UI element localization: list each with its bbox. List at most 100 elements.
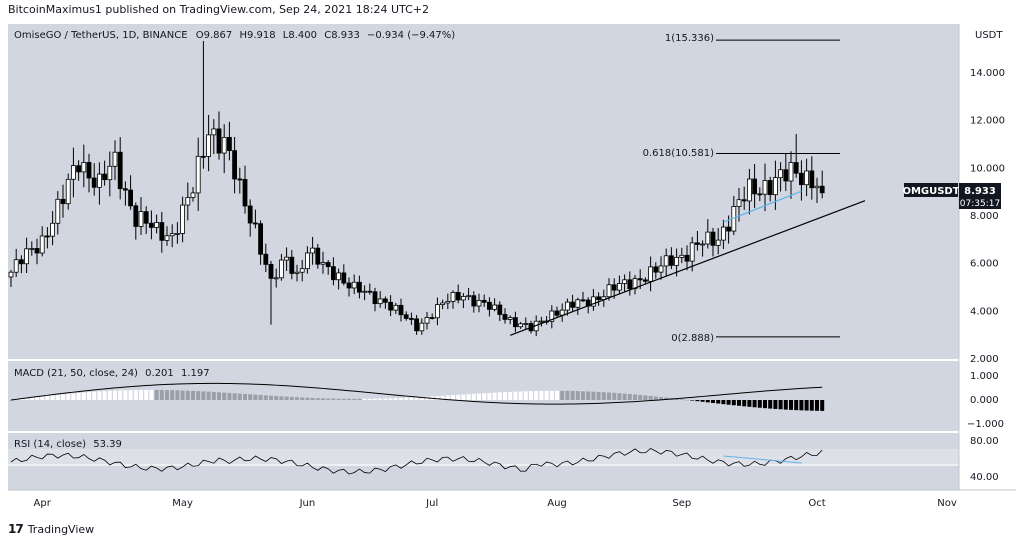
tradingview-logo[interactable]: 17 TradingView xyxy=(8,521,94,537)
macd-bar xyxy=(201,391,206,400)
candle-body xyxy=(278,259,284,279)
candle-body xyxy=(773,177,778,196)
y-tick-label: 2.000 xyxy=(970,354,999,365)
price-tag-value-bg xyxy=(959,183,1001,209)
candle-body xyxy=(393,304,399,311)
chart-frame[interactable]: 14.000 12.000 10.000 8.000 6.000 4.000 2.000 A… xyxy=(8,24,1016,512)
macd-bar xyxy=(789,400,793,410)
macd-bar xyxy=(180,390,185,400)
macd-bar xyxy=(638,394,643,400)
candle-body xyxy=(814,185,820,189)
macd-bar xyxy=(196,391,201,400)
candle-body xyxy=(632,278,638,290)
macd-bar xyxy=(118,390,123,400)
y-tick-label: 8.000 xyxy=(970,211,999,222)
candle-body xyxy=(91,177,97,188)
macd-bar xyxy=(456,394,461,400)
macd-bar xyxy=(757,400,762,408)
candle-body xyxy=(148,222,154,228)
overlays xyxy=(9,39,866,475)
candle-body xyxy=(388,301,394,311)
y-axis: 14.000 12.000 10.000 8.000 6.000 4.000 2.000 xyxy=(970,68,1005,365)
chart-svg[interactable]: 14.000 12.000 10.000 8.000 6.000 4.000 2.000 A… xyxy=(8,24,1016,512)
candle-body xyxy=(554,310,560,316)
macd-bar xyxy=(185,390,190,400)
macd-bar xyxy=(263,395,268,400)
candle-body xyxy=(206,134,212,157)
candle-body xyxy=(580,299,586,302)
macd-bar xyxy=(19,398,24,400)
macd-bar xyxy=(393,398,398,400)
candle-body xyxy=(492,304,498,310)
macd-bar xyxy=(471,393,476,400)
macd-bar xyxy=(284,396,289,400)
macd-bar xyxy=(165,390,169,400)
candle-body xyxy=(486,301,492,310)
price-pane[interactable] xyxy=(8,24,959,359)
candle-body xyxy=(565,301,570,311)
candle-body xyxy=(591,296,596,307)
macd-bar xyxy=(9,400,13,401)
candle-body xyxy=(29,248,35,250)
candle-body xyxy=(611,284,617,291)
candle-body xyxy=(138,211,144,227)
legend-change: −0.934 (−9.47%) xyxy=(367,30,455,41)
macd-bar xyxy=(326,398,331,400)
macd-bar xyxy=(128,390,133,400)
macd-bar xyxy=(123,390,128,400)
candle-body xyxy=(169,233,175,237)
macd-bar xyxy=(435,396,440,400)
macd-bar xyxy=(289,396,294,400)
macd-bar xyxy=(570,390,575,400)
macd-bar xyxy=(466,394,471,400)
price-tag: OMGUSDT 8.933 07:35:17 xyxy=(902,183,1001,209)
macd-bar xyxy=(575,391,580,400)
candle-body xyxy=(424,317,430,324)
candle-body xyxy=(695,242,700,245)
macd-bar xyxy=(341,398,346,400)
blue-trendline xyxy=(723,190,802,223)
support-trendline xyxy=(509,200,866,336)
candle-body xyxy=(185,197,191,206)
macd-bar xyxy=(648,395,653,400)
rsi-band xyxy=(8,449,959,466)
candle-body xyxy=(232,150,238,180)
macd-bar xyxy=(627,394,632,400)
candle-body xyxy=(549,310,555,322)
macd-bar xyxy=(716,400,721,404)
macd-bar xyxy=(300,397,305,400)
macd-bar xyxy=(497,392,502,400)
candle-body xyxy=(669,255,674,266)
candle-body xyxy=(304,252,310,270)
candle-body xyxy=(216,128,222,154)
macd-bar xyxy=(107,390,112,400)
macd-bar xyxy=(742,400,747,407)
candle-body xyxy=(752,178,757,195)
macd-bar xyxy=(596,391,601,400)
macd-bar xyxy=(76,392,81,400)
macd-bar xyxy=(279,396,284,400)
macd-bar xyxy=(175,390,180,400)
candle-body xyxy=(211,128,217,136)
macd-bar xyxy=(612,392,617,400)
macd-bar xyxy=(248,394,253,400)
macd-bar xyxy=(783,400,788,410)
candle-body xyxy=(299,268,305,273)
macd-bar xyxy=(794,400,799,411)
macd-bar xyxy=(440,395,445,400)
macd-bar xyxy=(581,391,585,400)
macd-bar xyxy=(113,390,117,400)
y-tick-label: 10.000 xyxy=(970,163,1005,174)
macd-bar xyxy=(664,397,669,400)
candle-body xyxy=(575,299,581,308)
macd-bar xyxy=(529,391,533,400)
macd-bar xyxy=(451,395,455,400)
macd-bar xyxy=(659,397,663,400)
candle-body xyxy=(466,295,472,298)
candle-body xyxy=(97,173,102,188)
candle-body xyxy=(86,162,92,179)
candle-body xyxy=(65,178,71,205)
macd-bar xyxy=(92,391,97,400)
candle-body xyxy=(658,265,664,273)
x-tick-label: May xyxy=(172,498,193,509)
